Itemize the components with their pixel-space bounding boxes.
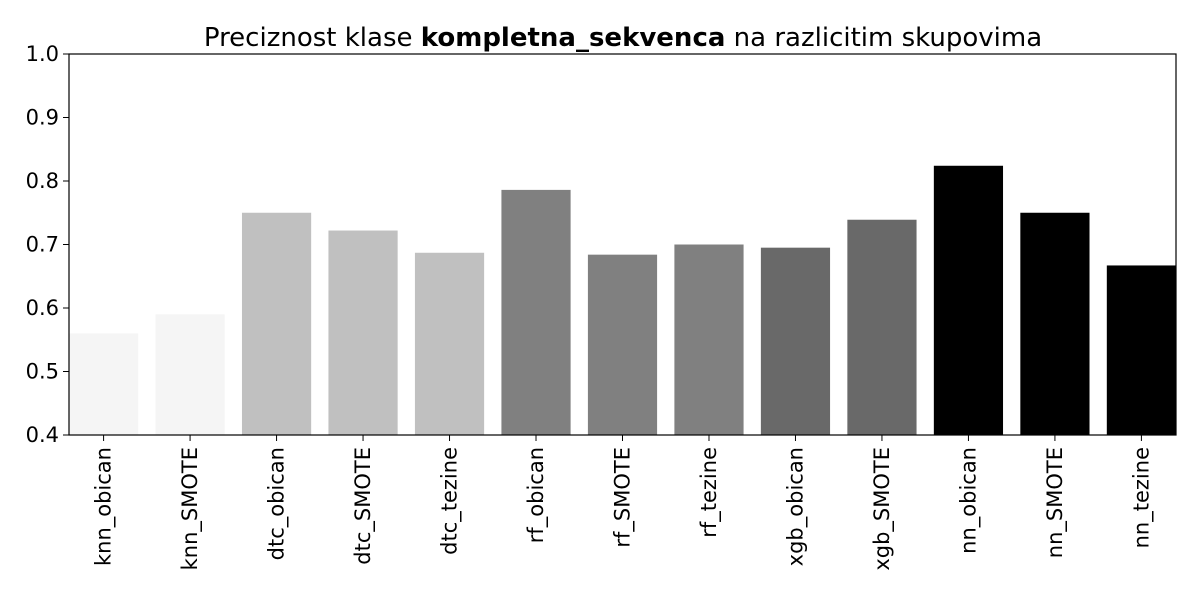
bar-knn_SMOTE — [155, 314, 225, 435]
bar-xgb_obican — [760, 247, 831, 435]
chart-title-prefix: Preciznost klase — [204, 23, 421, 53]
x-tick-label-rf_tezine: rf_tezine — [697, 447, 722, 538]
y-tick-label: 0.7 — [26, 233, 59, 257]
x-tick-label-knn_SMOTE: knn_SMOTE — [178, 447, 203, 570]
bar-xgb_SMOTE — [847, 219, 917, 435]
y-tick-label: 0.9 — [26, 106, 59, 130]
y-tick-label: 0.6 — [26, 296, 59, 320]
y-tick-label: 0.5 — [26, 360, 59, 384]
bar-rf_SMOTE — [587, 254, 658, 435]
chart-title-bold: kompletna_sekvenca — [421, 23, 726, 53]
x-tick-label-dtc_obican: dtc_obican — [265, 447, 290, 560]
x-tick-label-xgb_SMOTE: xgb_SMOTE — [870, 447, 895, 571]
bar-rf_obican — [501, 189, 571, 435]
bar-rf_tezine — [674, 244, 744, 435]
bar-nn_SMOTE — [1020, 212, 1090, 435]
y-tick-label: 1.0 — [26, 42, 59, 66]
x-tick-label-dtc_tezine: dtc_tezine — [438, 447, 463, 555]
chart-title-suffix: na razlicitim skupovima — [725, 23, 1042, 53]
y-axis: 0.4 0.5 0.6 0.7 0.8 0.9 1.0 — [26, 42, 69, 447]
bar-dtc_SMOTE — [328, 230, 398, 435]
chart-title: Preciznost klase kompletna_sekvenca na r… — [204, 23, 1042, 53]
x-tick-label-knn_obican: knn_obican — [92, 447, 117, 566]
x-tick-label-rf_obican: rf_obican — [524, 447, 549, 543]
bar-nn_tezine — [1106, 265, 1176, 435]
y-tick-label: 0.4 — [26, 423, 59, 447]
bar-nn_obican — [933, 165, 1004, 435]
plot-frame — [68, 53, 1177, 436]
bars-group — [69, 165, 1176, 435]
x-tick-label-rf_SMOTE: rf_SMOTE — [611, 447, 636, 548]
x-tick-label-nn_tezine: nn_tezine — [1129, 447, 1154, 548]
x-tick-label-nn_SMOTE: nn_SMOTE — [1043, 447, 1068, 558]
x-tick-label-xgb_obican: xgb_obican — [783, 447, 808, 566]
x-tick-label-dtc_SMOTE: dtc_SMOTE — [351, 447, 376, 565]
y-tick-label: 0.8 — [26, 169, 59, 193]
x-tick-label-nn_obican: nn_obican — [956, 447, 981, 554]
x-axis: knn_obican knn_SMOTE dtc_obican dtc_SMOTE dt… — [92, 435, 1154, 571]
bar-dtc_tezine — [414, 252, 485, 435]
bar-dtc_obican — [241, 212, 312, 435]
bar-knn_obican — [69, 333, 139, 435]
